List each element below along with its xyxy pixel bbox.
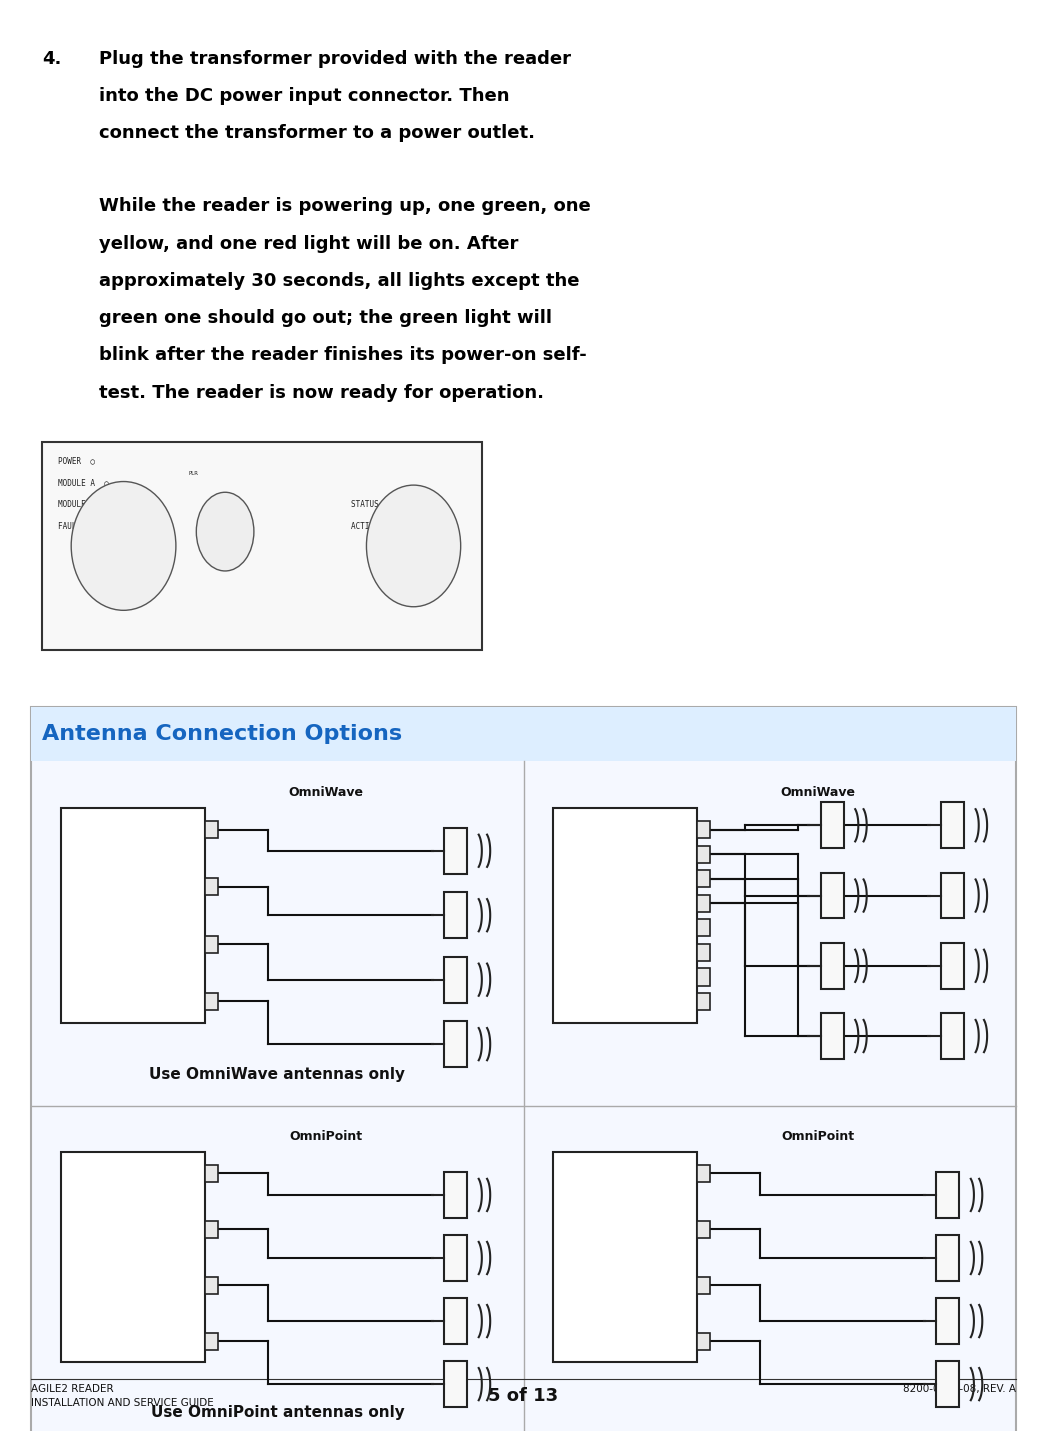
Text: MODULE B  ○: MODULE B ○ [58, 499, 109, 508]
Text: OmniPoint: OmniPoint [289, 1130, 362, 1143]
Text: Use OmniPoint antennas only: Use OmniPoint antennas only [151, 1405, 404, 1420]
Bar [697, 846, 710, 863]
Text: Antenna Connection Options: Antenna Connection Options [42, 724, 402, 744]
Bar [205, 1165, 218, 1182]
Bar [42, 442, 482, 650]
Bar [205, 821, 218, 839]
Text: IDRDR2B2UNA
2-Port UHF NA
Class 1 & 0
915MHz: IDRDR2B2UNA 2-Port UHF NA Class 1 & 0 91… [73, 1218, 193, 1296]
Bar [31, 707, 1016, 1431]
Bar [553, 809, 697, 1023]
Ellipse shape [197, 492, 253, 571]
Text: into the DC power input connector. Then: into the DC power input connector. Then [99, 87, 510, 106]
Text: FAULT / ERROR  ○: FAULT / ERROR ○ [58, 521, 132, 529]
Bar [205, 1332, 218, 1349]
Bar [697, 870, 710, 887]
Text: OmniPoint: OmniPoint [781, 1130, 854, 1143]
Bar [697, 993, 710, 1010]
Bar [697, 969, 710, 986]
Text: ACTIVITY  ○: ACTIVITY ○ [351, 521, 402, 529]
Bar [936, 1172, 959, 1218]
Bar [821, 1013, 844, 1059]
Text: approximately 30 seconds, all lights except the: approximately 30 seconds, all lights exc… [99, 272, 580, 290]
Text: PLR: PLR [188, 471, 199, 475]
Text: IDRDR2B4UNA
4-Port UHF NA
Class 1 & 0
915MHz: IDRDR2B4UNA 4-Port UHF NA Class 1 & 0 91… [565, 1218, 685, 1296]
Bar [61, 1152, 205, 1362]
Bar [205, 1276, 218, 1294]
Bar [941, 873, 964, 919]
Bar [444, 1361, 467, 1407]
Text: While the reader is powering up, one green, one: While the reader is powering up, one gre… [99, 197, 592, 216]
Text: STATUS  ○: STATUS ○ [351, 499, 393, 508]
Bar [444, 957, 467, 1003]
Text: green one should go out; the green light will: green one should go out; the green light… [99, 309, 553, 328]
Bar [936, 1235, 959, 1281]
Bar [697, 1221, 710, 1238]
Bar [444, 1298, 467, 1344]
Bar [31, 707, 1016, 761]
Text: AGILE2 READER: AGILE2 READER [31, 1384, 114, 1394]
Bar [444, 1235, 467, 1281]
Bar [444, 829, 467, 874]
Bar [444, 1172, 467, 1218]
Text: Plug the transformer provided with the reader: Plug the transformer provided with the r… [99, 50, 572, 69]
Bar [61, 809, 205, 1023]
Bar [697, 944, 710, 962]
Text: Use OmniWave antennas only: Use OmniWave antennas only [150, 1068, 405, 1082]
Bar [205, 993, 218, 1010]
Text: blink after the reader finishes its power-on self-: blink after the reader finishes its powe… [99, 346, 587, 365]
Text: 5 of 13: 5 of 13 [489, 1387, 558, 1405]
Text: OmniWave: OmniWave [288, 786, 363, 798]
Bar [936, 1361, 959, 1407]
Bar [941, 803, 964, 849]
Ellipse shape [71, 481, 176, 610]
Text: OmniWave: OmniWave [780, 786, 855, 798]
Text: MODULE A  ○: MODULE A ○ [58, 478, 109, 487]
Text: 8200-0222-08, REV. A: 8200-0222-08, REV. A [903, 1384, 1016, 1394]
Bar [697, 919, 710, 936]
Bar [205, 936, 218, 953]
Text: IDRDR2A4UNA
4-Port UHF NA
Class 1
915MHz: IDRDR2A4UNA 4-Port UHF NA Class 1 915MHz [73, 877, 193, 954]
Bar [697, 1276, 710, 1294]
Text: POWER  ○: POWER ○ [58, 456, 94, 465]
Text: test. The reader is now ready for operation.: test. The reader is now ready for operat… [99, 384, 544, 402]
Text: INSTALLATION AND SERVICE GUIDE: INSTALLATION AND SERVICE GUIDE [31, 1398, 215, 1408]
Bar [941, 1013, 964, 1059]
Bar [697, 821, 710, 839]
Bar [444, 893, 467, 939]
Bar [205, 1221, 218, 1238]
Bar [553, 1152, 697, 1362]
Bar [936, 1298, 959, 1344]
Text: 4.: 4. [42, 50, 62, 69]
Ellipse shape [366, 485, 461, 607]
Text: IDRDR2A8UNA
8-Port UHF NA
Class 1
915MHz: IDRDR2A8UNA 8-Port UHF NA Class 1 915MHz [565, 877, 685, 954]
Bar [821, 943, 844, 989]
Text: connect the transformer to a power outlet.: connect the transformer to a power outle… [99, 124, 535, 143]
Bar [697, 1165, 710, 1182]
Bar [697, 894, 710, 912]
Bar [205, 879, 218, 896]
Text: yellow, and one red light will be on. After: yellow, and one red light will be on. Af… [99, 235, 519, 253]
Bar [697, 1332, 710, 1349]
Bar [444, 1022, 467, 1068]
Bar [821, 873, 844, 919]
Bar [941, 943, 964, 989]
Bar [821, 803, 844, 849]
